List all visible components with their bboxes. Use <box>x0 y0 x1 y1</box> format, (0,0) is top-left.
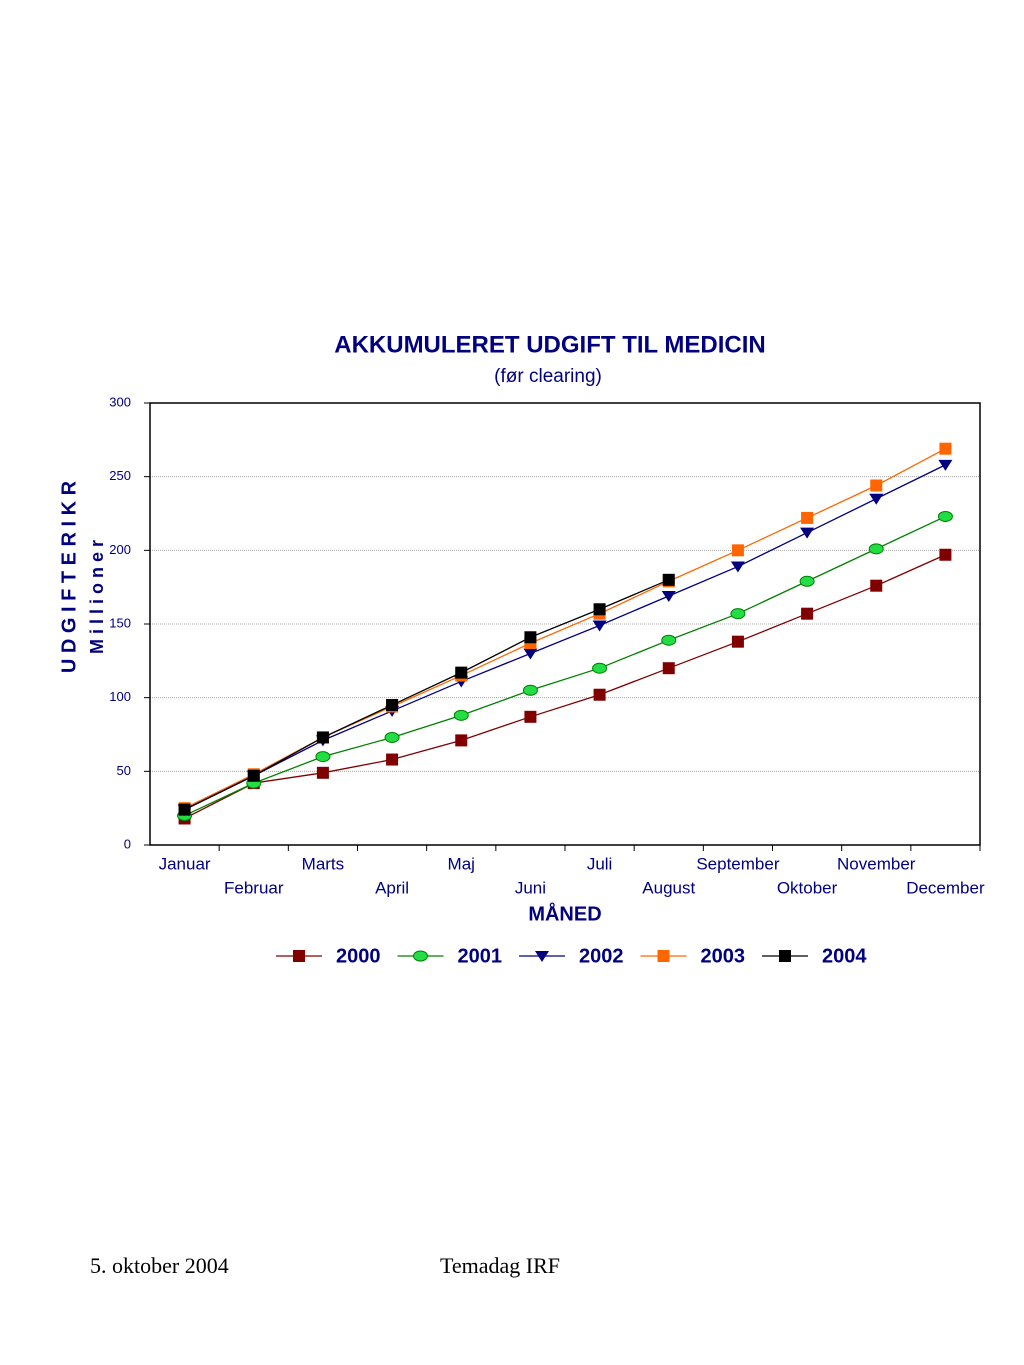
marker <box>592 662 608 674</box>
marker <box>868 543 884 555</box>
y-axis-title: U D G I F T E R I K R <box>58 480 80 673</box>
marker <box>386 699 399 712</box>
y-tick-label: 250 <box>109 468 131 483</box>
marker <box>799 575 815 587</box>
x-tick-label: Juni <box>515 878 546 897</box>
marker <box>870 479 883 492</box>
legend-marker <box>413 950 428 962</box>
x-tick-label: August <box>642 878 695 897</box>
y-tick-label: 100 <box>109 689 131 704</box>
marker <box>386 753 399 766</box>
marker <box>730 608 746 620</box>
marker <box>662 662 675 675</box>
y-axis-subtitle: M i l l i o n e r <box>87 540 107 654</box>
legend-label: 2000 <box>336 945 381 967</box>
legend-marker <box>293 950 305 962</box>
footer-event: Temadag IRF <box>440 1253 560 1278</box>
marker <box>384 731 400 743</box>
marker <box>455 666 468 679</box>
legend-label: 2004 <box>822 945 867 967</box>
legend-label: 2002 <box>579 945 624 967</box>
x-tick-label: Juli <box>587 854 613 873</box>
series-line <box>184 579 670 811</box>
footer-date: 5. oktober 2004 <box>90 1253 229 1278</box>
marker <box>800 527 815 539</box>
series-line <box>184 515 946 817</box>
marker <box>731 635 744 648</box>
y-tick-label: 300 <box>109 394 131 409</box>
marker <box>662 573 675 586</box>
marker <box>730 561 745 573</box>
marker <box>522 684 538 696</box>
marker <box>524 631 537 644</box>
x-tick-label: December <box>906 878 985 897</box>
marker <box>869 493 884 505</box>
marker <box>592 620 607 632</box>
marker <box>593 603 606 616</box>
x-tick-label: April <box>375 878 409 897</box>
marker <box>939 548 952 561</box>
marker <box>316 731 329 744</box>
x-tick-label: Januar <box>159 854 211 873</box>
marker <box>316 766 329 779</box>
legend-marker <box>779 950 791 962</box>
x-tick-label: Maj <box>448 854 475 873</box>
x-axis-title: MÅNED <box>528 901 601 925</box>
marker <box>178 803 191 816</box>
marker <box>731 544 744 557</box>
x-tick-label: November <box>837 854 916 873</box>
marker <box>523 648 538 660</box>
y-tick-label: 200 <box>109 542 131 557</box>
x-tick-label: September <box>696 854 779 873</box>
marker <box>315 751 331 763</box>
marker <box>939 442 952 455</box>
marker <box>524 710 537 723</box>
x-tick-label: Februar <box>224 878 284 897</box>
chart-title: AKKUMULERET UDGIFT TIL MEDICIN <box>334 331 766 358</box>
marker <box>247 769 260 782</box>
legend-marker <box>535 951 549 962</box>
marker <box>801 511 814 524</box>
marker <box>870 579 883 592</box>
series-line <box>184 464 946 811</box>
marker <box>937 510 953 522</box>
marker <box>453 709 469 721</box>
x-tick-label: Oktober <box>777 878 838 897</box>
marker <box>661 634 677 646</box>
y-tick-label: 50 <box>117 763 131 778</box>
marker <box>938 459 953 471</box>
legend-label: 2001 <box>458 945 503 967</box>
x-tick-label: Marts <box>302 854 345 873</box>
marker <box>661 591 676 603</box>
legend-label: 2003 <box>701 945 746 967</box>
legend-marker <box>657 950 670 962</box>
series-line <box>184 554 946 820</box>
y-tick-label: 0 <box>124 836 131 851</box>
y-tick-label: 150 <box>109 615 131 630</box>
marker <box>801 607 814 620</box>
series-line <box>184 448 946 809</box>
marker <box>593 688 606 701</box>
chart-subtitle: (før clearing) <box>494 366 602 387</box>
marker <box>455 734 468 747</box>
